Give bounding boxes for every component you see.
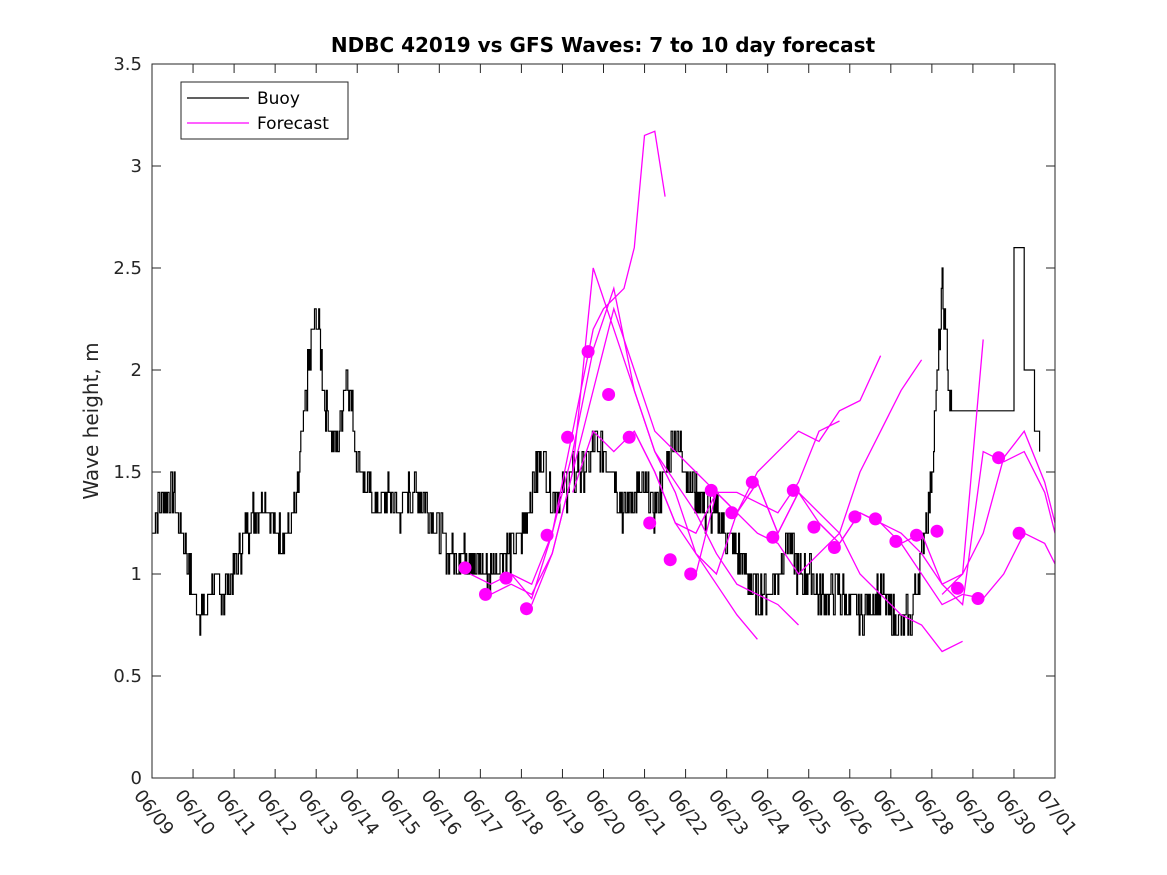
y-tick-label: 0.5 bbox=[113, 666, 142, 687]
forecast-trace-5 bbox=[572, 355, 882, 576]
x-tick-label: 06/17 bbox=[458, 786, 506, 840]
forecast-trace-1 bbox=[469, 130, 666, 586]
x-tick-label: 06/09 bbox=[129, 786, 177, 840]
forecast-point bbox=[581, 345, 595, 359]
y-tick-label: 2 bbox=[131, 360, 142, 381]
x-tick-label: 07/01 bbox=[1032, 786, 1080, 840]
forecast-point bbox=[520, 602, 533, 616]
x-tick-label: 06/22 bbox=[663, 786, 711, 840]
chart-title: NDBC 42019 vs GFS Waves: 7 to 10 day for… bbox=[331, 33, 876, 57]
forecast-point bbox=[663, 553, 677, 567]
forecast-point bbox=[622, 430, 636, 444]
buoy-series-line bbox=[152, 247, 1041, 636]
y-tick-label: 0 bbox=[131, 768, 142, 789]
x-tick-label: 06/25 bbox=[786, 786, 834, 840]
forecast-trace-7 bbox=[695, 491, 963, 653]
x-tick-label: 06/19 bbox=[540, 786, 588, 840]
x-tick-label: 06/23 bbox=[704, 786, 752, 840]
legend-label-forecast: Forecast bbox=[257, 114, 329, 134]
axes-box bbox=[151, 63, 1056, 779]
x-tick-label: 06/29 bbox=[950, 786, 998, 840]
x-tick-label: 06/21 bbox=[622, 786, 670, 840]
forecast-point bbox=[766, 530, 780, 544]
forecast-point bbox=[725, 506, 739, 520]
x-tick-label: 06/15 bbox=[376, 786, 424, 840]
forecast-point bbox=[479, 587, 492, 601]
x-tick-label: 06/24 bbox=[745, 786, 793, 840]
forecast-trace-3 bbox=[510, 285, 799, 626]
forecast-point bbox=[458, 561, 472, 575]
x-tick-label: 06/11 bbox=[211, 786, 259, 840]
forecast-point bbox=[807, 520, 821, 534]
forecast-point bbox=[540, 528, 554, 542]
forecast-point bbox=[930, 524, 944, 538]
x-tick-label: 06/20 bbox=[581, 786, 629, 840]
y-tick-label: 3.5 bbox=[113, 54, 142, 75]
x-tick-label: 06/16 bbox=[417, 786, 465, 840]
legend: Buoy Forecast bbox=[180, 81, 349, 140]
x-tick-label: 06/18 bbox=[499, 786, 547, 840]
forecast-trace-8 bbox=[736, 339, 984, 586]
legend-label-buoy: Buoy bbox=[257, 89, 300, 109]
x-tick-label: 06/26 bbox=[827, 786, 875, 840]
forecast-point bbox=[868, 512, 882, 526]
y-tick-label: 3 bbox=[131, 156, 142, 177]
forecast-point bbox=[561, 430, 575, 444]
forecast-point bbox=[848, 510, 862, 524]
forecast-point bbox=[827, 541, 841, 554]
forecast-point bbox=[971, 592, 985, 605]
forecast-point bbox=[1012, 526, 1026, 540]
forecast-point bbox=[910, 528, 923, 542]
forecast-point bbox=[951, 581, 964, 595]
forecast-point bbox=[992, 451, 1006, 465]
forecast-trace-9 bbox=[818, 450, 1055, 606]
x-tick-label: 06/12 bbox=[252, 786, 300, 840]
y-tick-label: 1.5 bbox=[113, 462, 142, 483]
forecast-point bbox=[643, 516, 657, 530]
legend-box bbox=[180, 81, 349, 140]
forecast-point bbox=[684, 567, 698, 581]
x-tick-label: 06/28 bbox=[909, 786, 957, 840]
forecast-point bbox=[704, 483, 718, 497]
forecast-point bbox=[745, 475, 759, 489]
y-tick-label: 1 bbox=[131, 564, 142, 585]
forecast-point bbox=[499, 571, 513, 585]
x-tick-label: 06/13 bbox=[294, 786, 342, 840]
plot-area bbox=[152, 130, 1055, 653]
x-tick-label: 06/27 bbox=[868, 786, 916, 840]
x-tick-label: 06/14 bbox=[335, 786, 383, 840]
y-axis-label: Wave height, m bbox=[79, 342, 103, 499]
forecast-point bbox=[786, 483, 800, 497]
x-tick-label: 06/10 bbox=[170, 786, 218, 840]
forecast-trace-4 bbox=[531, 306, 840, 605]
x-tick-label: 06/30 bbox=[991, 786, 1039, 840]
y-tick-label: 2.5 bbox=[113, 258, 142, 279]
forecast-point bbox=[889, 534, 903, 548]
forecast-point bbox=[602, 388, 616, 401]
